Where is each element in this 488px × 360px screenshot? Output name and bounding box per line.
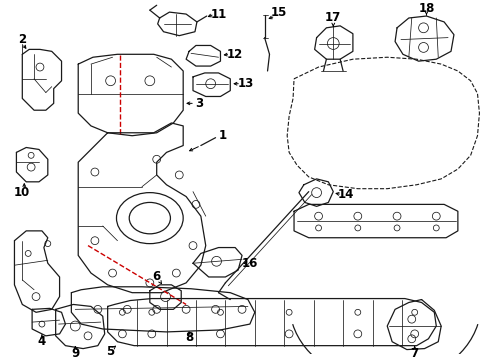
Text: 17: 17	[325, 12, 341, 24]
Text: 15: 15	[270, 6, 287, 19]
Text: 18: 18	[417, 2, 434, 15]
Text: 16: 16	[241, 257, 258, 270]
Text: 8: 8	[184, 331, 193, 344]
Text: 1: 1	[218, 129, 226, 142]
Text: 2: 2	[18, 33, 26, 46]
Text: 5: 5	[106, 345, 115, 358]
Text: 7: 7	[410, 347, 418, 360]
Text: 10: 10	[14, 186, 30, 199]
Text: 3: 3	[194, 97, 203, 110]
Text: 12: 12	[226, 48, 243, 61]
Text: 11: 11	[210, 8, 226, 21]
Text: 9: 9	[71, 347, 79, 360]
Text: 4: 4	[38, 335, 46, 348]
Text: 6: 6	[152, 270, 161, 283]
Text: 14: 14	[337, 188, 353, 201]
Text: 13: 13	[237, 77, 254, 90]
